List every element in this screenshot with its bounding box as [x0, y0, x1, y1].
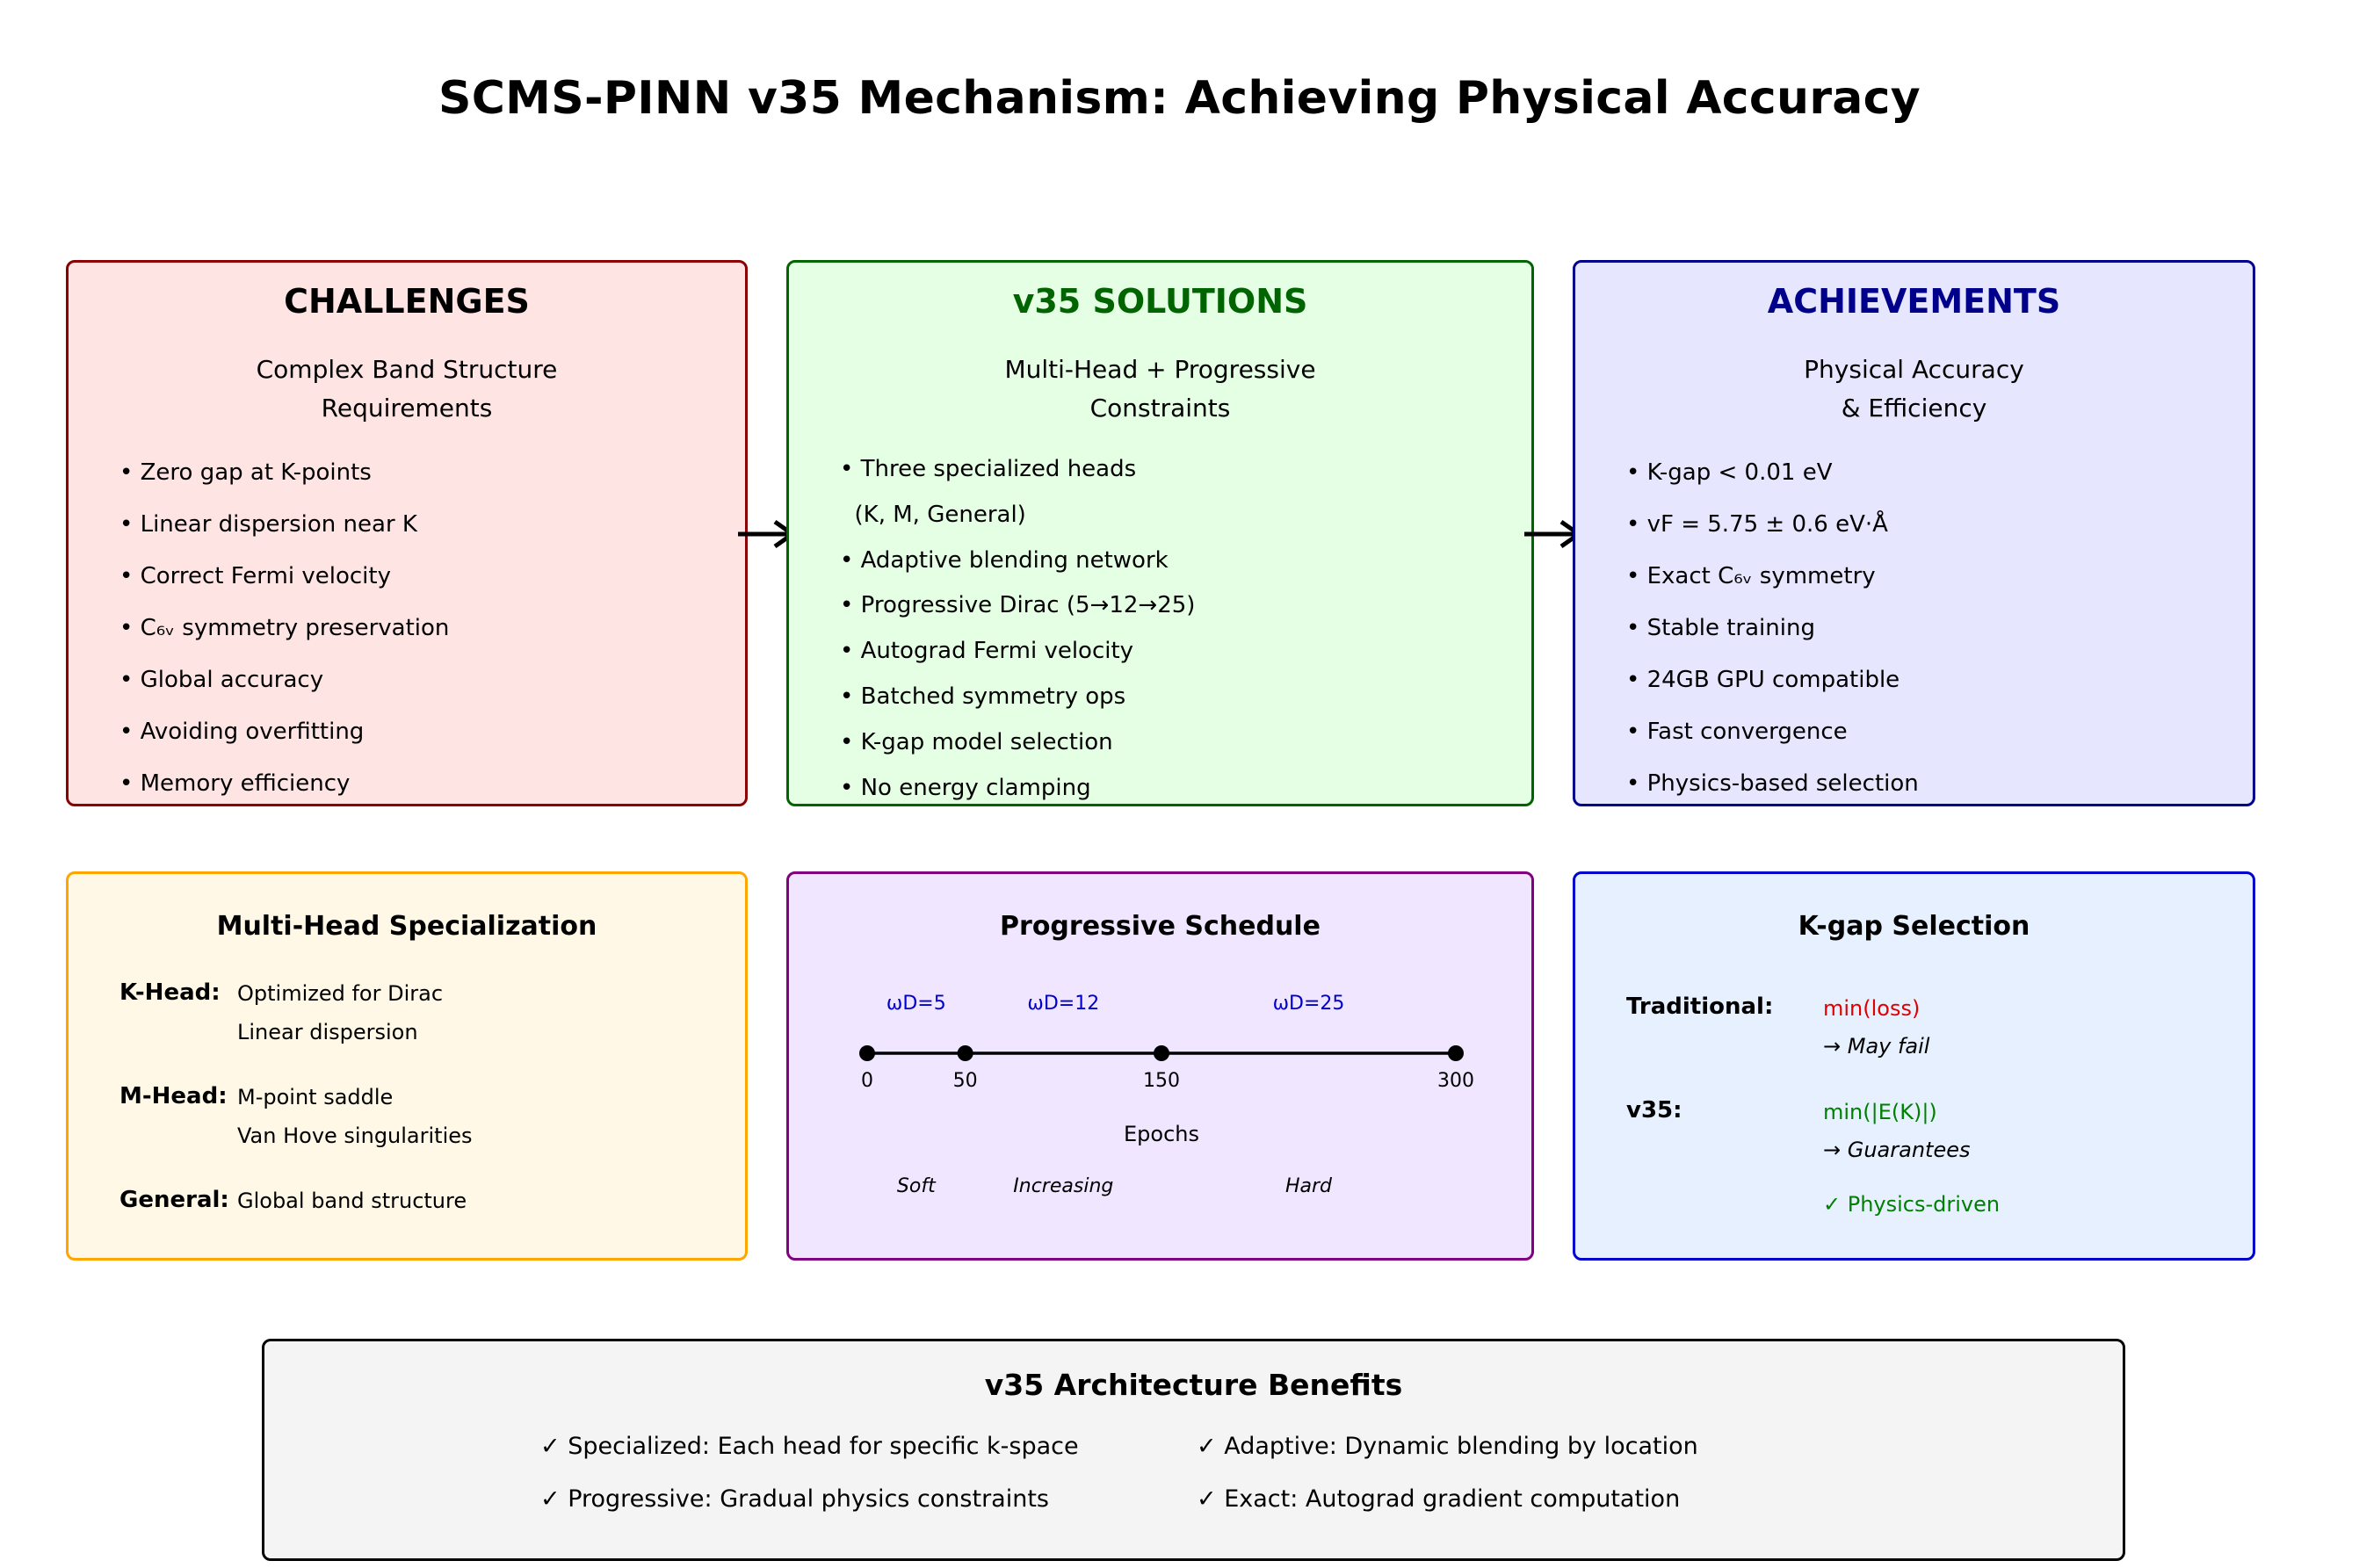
solutions-subtitle: Multi-Head + Progressive Constraints — [789, 350, 1531, 428]
list-item: • No energy clamping — [840, 774, 1091, 801]
list-item: • Stable training — [1626, 615, 1815, 641]
list-item: • Adaptive blending network — [840, 546, 1169, 574]
general-head-label: General: — [119, 1187, 229, 1213]
tick-label: 0 — [861, 1070, 873, 1092]
tick-label: 300 — [1437, 1070, 1474, 1092]
multihead-title: Multi-Head Specialization — [216, 911, 597, 942]
benefit-item: ✓ Exact: Autograd gradient computation — [1197, 1485, 1681, 1513]
tick-label: 150 — [1143, 1070, 1180, 1092]
axis-label: Epochs — [1124, 1122, 1199, 1146]
list-item: • Avoiding overfitting — [119, 719, 365, 745]
benefits-title: v35 Architecture Benefits — [984, 1368, 1403, 1402]
m-head-line1: M-point saddle — [237, 1085, 394, 1109]
challenges-subtitle-line1: Complex Band Structure — [256, 355, 558, 384]
multihead-panel: Multi-Head Specialization K-Head: Optimi… — [66, 871, 748, 1261]
kgap-panel: K-gap Selection Traditional: min(loss) →… — [1573, 871, 2255, 1261]
stage-weight-label: ωD=12 — [1027, 993, 1099, 1015]
timeline-point — [1448, 1045, 1464, 1061]
solutions-subtitle-line1: Multi-Head + Progressive — [1004, 355, 1316, 384]
kgap-title: K-gap Selection — [1798, 911, 2030, 942]
v35-check: ✓ Physics-driven — [1823, 1192, 2001, 1217]
v35-label: v35: — [1626, 1097, 1682, 1124]
list-item: • Three specialized heads — [840, 456, 1137, 482]
traditional-note: → May fail — [1823, 1034, 1930, 1059]
challenges-title: CHALLENGES — [284, 282, 530, 321]
list-item: (K, M, General) — [840, 501, 1026, 528]
schedule-title: Progressive Schedule — [1000, 911, 1321, 942]
achievements-subtitle-line2: & Efficiency — [1841, 394, 1987, 423]
achievements-subtitle-line1: Physical Accuracy — [1804, 355, 2024, 384]
traditional-label: Traditional: — [1626, 994, 1774, 1020]
list-item: • C₆ᵥ symmetry preservation — [119, 615, 450, 641]
stage-weight-label: ωD=5 — [886, 993, 946, 1015]
list-item: • Physics-based selection — [1626, 770, 1919, 797]
challenges-panel: CHALLENGES Complex Band Structure Requir… — [66, 260, 748, 806]
list-item: • Memory efficiency — [119, 770, 351, 797]
solutions-title: v35 SOLUTIONS — [1012, 282, 1308, 321]
stage-phase-label: Soft — [897, 1175, 937, 1197]
stage-weight-label: ωD=25 — [1273, 993, 1345, 1015]
solutions-subtitle-line2: Constraints — [1089, 394, 1231, 423]
list-item: • Fast convergence — [1626, 719, 1848, 745]
tick-label: 50 — [953, 1070, 978, 1092]
v35-note: → Guarantees — [1823, 1138, 1971, 1162]
stage-phase-label: Increasing — [1013, 1175, 1113, 1197]
solutions-panel: v35 SOLUTIONS Multi-Head + Progressive C… — [786, 260, 1534, 806]
list-item: • Progressive Dirac (5→12→25) — [840, 592, 1196, 619]
timeline-point — [1154, 1045, 1169, 1061]
achievements-title: ACHIEVEMENTS — [1767, 282, 2061, 321]
list-item: • Linear dispersion near K — [119, 511, 417, 538]
benefit-item: ✓ Progressive: Gradual physics constrain… — [540, 1485, 1049, 1513]
challenges-list: • Zero gap at K-points • Linear dispersi… — [119, 447, 449, 810]
v35-value: min(|E(K)|) — [1823, 1100, 1937, 1124]
challenges-subtitle: Complex Band Structure Requirements — [69, 350, 745, 428]
page-title: SCMS-PINN v35 Mechanism: Achieving Physi… — [438, 72, 1921, 125]
list-item: • Batched symmetry ops — [840, 683, 1126, 710]
list-item: • K-gap < 0.01 eV — [1626, 459, 1833, 486]
list-item: • Correct Fermi velocity — [119, 563, 391, 589]
benefits-panel: v35 Architecture Benefits ✓ Specialized:… — [262, 1339, 2125, 1561]
k-head-line2: Linear dispersion — [237, 1020, 418, 1044]
challenges-subtitle-line2: Requirements — [321, 394, 493, 423]
benefit-item: ✓ Specialized: Each head for specific k-… — [540, 1433, 1079, 1460]
list-item: • 24GB GPU compatible — [1626, 667, 1900, 693]
stage-phase-label: Hard — [1285, 1175, 1333, 1197]
achievements-subtitle: Physical Accuracy & Efficiency — [1575, 350, 2253, 428]
k-head-label: K-Head: — [119, 979, 221, 1006]
timeline-point — [957, 1045, 973, 1061]
general-head-line1: Global band structure — [237, 1189, 467, 1213]
m-head-label: M-Head: — [119, 1083, 228, 1109]
list-item: • Global accuracy — [119, 667, 324, 693]
schedule-timeline: 0 50 150 300 ωD=5 Soft ωD=12 Increasing ωD=25 Har… — [859, 993, 1474, 1197]
timeline-point — [859, 1045, 875, 1061]
achievements-panel: ACHIEVEMENTS Physical Accuracy & Efficie… — [1573, 260, 2255, 806]
m-head-line2: Van Hove singularities — [237, 1124, 473, 1148]
solutions-list: • Three specialized heads (K, M, General… — [840, 447, 1195, 811]
list-item: • K-gap model selection — [840, 728, 1113, 755]
list-item: • Autograd Fermi velocity — [840, 638, 1134, 665]
traditional-value: min(loss) — [1823, 996, 1921, 1021]
list-item: • Zero gap at K-points — [119, 459, 372, 486]
achievements-list: • K-gap < 0.01 eV • vF = 5.75 ± 0.6 eV·Å… — [1626, 447, 1919, 810]
list-item: • vF = 5.75 ± 0.6 eV·Å — [1626, 511, 1888, 538]
k-head-line1: Optimized for Dirac — [237, 981, 444, 1006]
schedule-panel: Progressive Schedule 0 50 150 300 ωD=5 Soft ωD… — [786, 871, 1534, 1261]
benefit-item: ✓ Adaptive: Dynamic blending by location — [1197, 1433, 1698, 1460]
list-item: • Exact C₆ᵥ symmetry — [1626, 563, 1876, 589]
